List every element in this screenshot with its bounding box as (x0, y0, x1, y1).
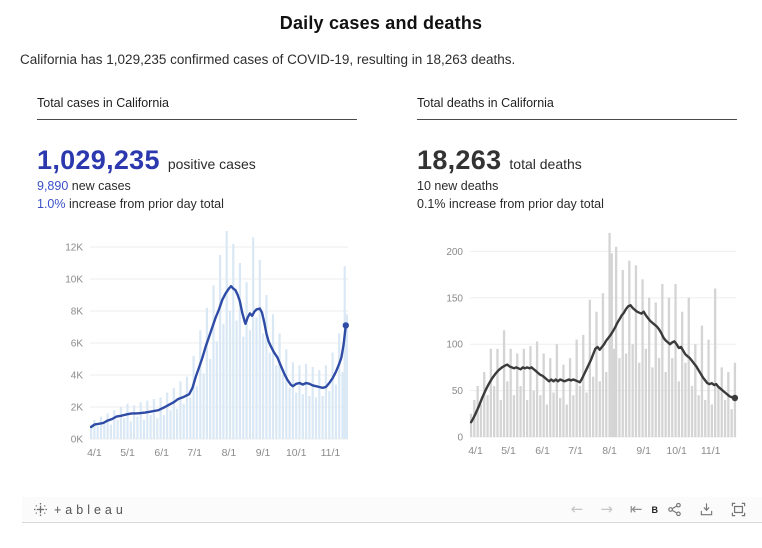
deaths-panel: Total deaths in California 18,263 total … (417, 96, 739, 470)
toolbar-tools: ← → ⇤ B (571, 502, 762, 517)
svg-text:200: 200 (446, 246, 463, 257)
deaths-ban: 18,263 total deaths (417, 145, 737, 176)
cases-total-number: 1,029,235 (37, 145, 160, 175)
deaths-new-label: new deaths (430, 179, 499, 193)
download-button[interactable] (699, 502, 714, 517)
svg-text:8/1: 8/1 (602, 445, 617, 457)
cases-new-label: new cases (68, 179, 131, 193)
cases-ban: 1,029,235 positive cases (37, 145, 357, 176)
svg-text:11/1: 11/1 (321, 447, 341, 459)
cases-pct-value: 1.0% (37, 197, 66, 212)
svg-text:50: 50 (452, 386, 464, 397)
deaths-panel-title: Total deaths in California (417, 96, 737, 120)
reset-button[interactable]: ⇤ (629, 500, 643, 518)
svg-text:0: 0 (457, 432, 463, 443)
svg-text:10/1: 10/1 (286, 447, 307, 459)
cases-new-value: 9,890 (37, 179, 69, 193)
svg-text:0K: 0K (71, 434, 84, 445)
deaths-chart[interactable]: 0 50 100 150 200 4/1 5/1 6/1 7/1 8/1 9/1 10/1 11/1 (424, 231, 739, 468)
svg-text:8/1: 8/1 (222, 447, 237, 459)
download-icon (700, 503, 713, 516)
svg-text:5/1: 5/1 (120, 447, 135, 459)
svg-text:11/1: 11/1 (701, 445, 721, 457)
share-button[interactable] (667, 502, 682, 517)
tableau-logo-icon (34, 503, 47, 516)
fullscreen-button[interactable] (731, 502, 746, 517)
svg-text:150: 150 (446, 293, 463, 304)
svg-text:4K: 4K (71, 370, 84, 381)
svg-text:9/1: 9/1 (636, 445, 651, 457)
deaths-total-number: 18,263 (417, 145, 502, 175)
svg-text:6K: 6K (71, 338, 84, 349)
page-subtitle: California has 1,029,235 confirmed cases… (20, 52, 516, 67)
tableau-logo-text: +ableau (54, 502, 127, 517)
svg-text:6/1: 6/1 (154, 447, 169, 459)
svg-text:12K: 12K (65, 242, 83, 253)
svg-text:2K: 2K (71, 402, 84, 413)
cases-total-label: positive cases (167, 156, 256, 172)
cases-panel-title: Total cases in California (37, 96, 357, 120)
svg-text:8K: 8K (71, 306, 84, 317)
svg-text:9/1: 9/1 (256, 447, 271, 459)
share-icon (668, 502, 681, 517)
deaths-pct-value: 0.1% (417, 197, 446, 212)
cases-pct-stat: 1.0% increase from prior day total (37, 196, 357, 212)
tableau-logo[interactable]: +ableau (22, 503, 127, 517)
svg-text:10K: 10K (65, 274, 83, 285)
cases-pct-label: increase from prior day total (65, 197, 224, 212)
cases-panel: Total cases in California 1,029,235 posi… (37, 96, 357, 470)
panels-row: Total cases in California 1,029,235 posi… (37, 96, 762, 470)
deaths-new-value: 10 (417, 179, 431, 193)
svg-text:6/1: 6/1 (535, 445, 550, 457)
cases-chart[interactable]: 0K 2K 4K 6K 8K 10K 12K 4/1 5/1 6/1 7/1 8/1 9/1 10/1 11… (44, 230, 357, 470)
page-title: Daily cases and deaths (279, 13, 483, 33)
deaths-new-stat: 10 new deaths (417, 178, 737, 194)
deaths-pct-label: increase from prior day total (445, 197, 604, 212)
svg-text:4/1: 4/1 (87, 447, 102, 459)
toolbar-badge: B (651, 505, 659, 515)
deaths-pct-stat: 0.1% increase from prior day total (417, 196, 737, 212)
deaths-total-label: total deaths (509, 156, 582, 172)
svg-text:5/1: 5/1 (501, 445, 516, 457)
tableau-toolbar: +ableau ← → ⇤ B (22, 497, 762, 523)
cases-new-stat: 9,890 new cases (37, 178, 357, 194)
svg-text:4/1: 4/1 (468, 445, 483, 457)
redo-button[interactable]: → (600, 500, 613, 518)
svg-text:7/1: 7/1 (187, 447, 202, 459)
svg-text:7/1: 7/1 (568, 445, 583, 457)
fullscreen-icon (731, 502, 746, 517)
svg-text:100: 100 (446, 339, 463, 350)
undo-button[interactable]: ← (570, 500, 584, 518)
svg-text:10/1: 10/1 (666, 445, 687, 457)
